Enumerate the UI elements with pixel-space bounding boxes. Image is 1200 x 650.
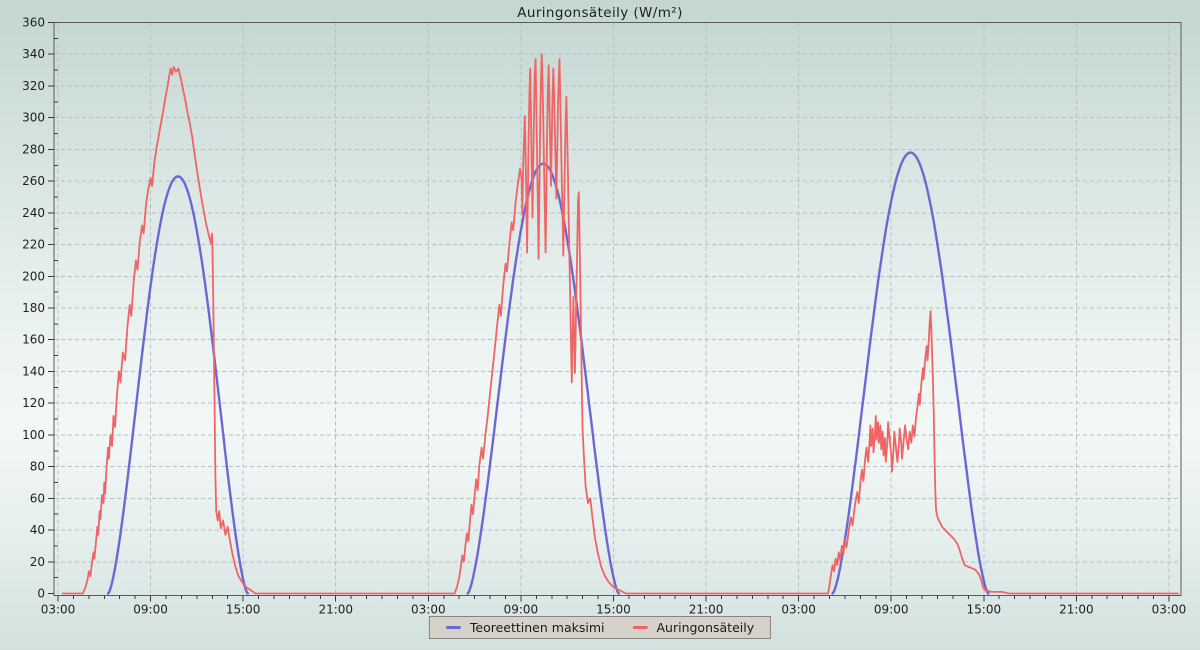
x-axis-label: 21:00 [318, 603, 353, 617]
legend-label: Auringonsäteily [656, 620, 755, 635]
x-axis-label: 09:00 [133, 603, 168, 617]
x-axis-label: 15:00 [967, 603, 1002, 617]
y-axis-label: 180 [22, 301, 45, 315]
y-axis-label: 300 [22, 111, 45, 125]
x-axis-label: 21:00 [1059, 603, 1094, 617]
y-axis-label: 280 [22, 142, 45, 156]
x-axis-label: 03:00 [781, 603, 816, 617]
series-auringonsateily [61, 53, 1180, 595]
x-axis-label: 15:00 [596, 603, 631, 617]
y-axis-label: 200 [22, 269, 45, 283]
y-axis-label: 140 [22, 364, 45, 378]
legend-item-teoreettinen-maksimi: Teoreettinen maksimi [445, 620, 605, 635]
series-teoreettinen-maksimi [106, 175, 250, 595]
y-axis-label: 160 [22, 333, 45, 347]
y-axis-label: 220 [22, 238, 45, 252]
chart-title: Auringonsäteily (W/m²) [517, 5, 683, 21]
y-axis-label: 260 [22, 174, 45, 188]
y-axis-label: 120 [22, 396, 45, 410]
legend: Teoreettinen maksimi Auringonsäteily [428, 616, 772, 639]
series-teoreettinen-maksimi [831, 151, 990, 595]
legend-label: Teoreettinen maksimi [469, 620, 605, 635]
x-axis-label: 03:00 [41, 603, 76, 617]
x-axis-label: 21:00 [689, 603, 724, 617]
x-axis-label: 03:00 [1152, 603, 1187, 617]
y-axis-label: 360 [22, 16, 45, 30]
y-axis-label: 60 [30, 491, 45, 505]
x-axis-label: 09:00 [874, 603, 909, 617]
y-axis-label: 100 [22, 428, 45, 442]
y-axis-label: 20 [30, 555, 45, 569]
x-axis-label: 03:00 [411, 603, 446, 617]
x-axis-label: 09:00 [504, 603, 539, 617]
series-teoreettinen-maksimi [466, 162, 621, 595]
blue-line-marker-icon [445, 626, 461, 629]
red-line-marker-icon [632, 626, 648, 629]
y-axis-label: 80 [30, 460, 45, 474]
y-axis-label: 240 [22, 206, 45, 220]
y-axis-label: 320 [22, 79, 45, 93]
x-axis-label: 15:00 [226, 603, 261, 617]
plot-border [53, 22, 1182, 596]
y-axis-label: 40 [30, 523, 45, 537]
y-axis-label: 0 [37, 587, 45, 601]
legend-item-auringonsateily: Auringonsäteily [632, 620, 754, 635]
y-axis-label: 340 [22, 47, 45, 61]
